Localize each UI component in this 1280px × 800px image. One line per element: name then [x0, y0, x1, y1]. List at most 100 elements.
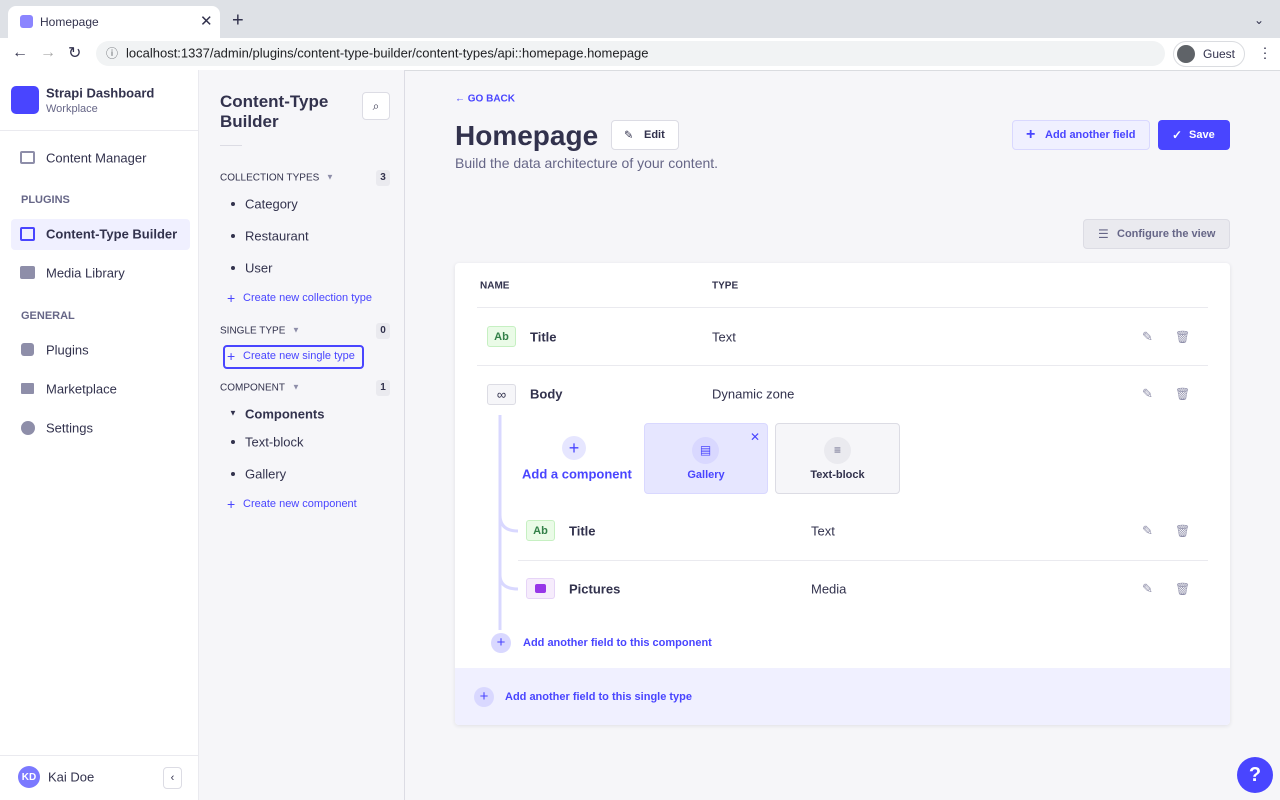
- delete-icon[interactable]: 🗑: [1175, 330, 1191, 344]
- create-link[interactable]: Create new single type: [243, 350, 355, 362]
- section-heading[interactable]: COMPONENT: [220, 382, 285, 394]
- divider: [477, 365, 1208, 366]
- workspace: Workplace: [46, 103, 98, 115]
- caret: ▼: [229, 408, 237, 418]
- button-label: Save: [1189, 129, 1215, 141]
- add-component-icon[interactable]: +: [562, 436, 586, 460]
- component-group[interactable]: Components: [245, 406, 325, 422]
- create-link[interactable]: Create new component: [243, 498, 357, 510]
- remove-icon[interactable]: ✕: [750, 430, 761, 444]
- edit-icon[interactable]: ✎: [1142, 329, 1153, 344]
- nav-link[interactable]: Settings: [46, 420, 93, 436]
- logo: [11, 86, 39, 114]
- back-link[interactable]: ← GO BACK: [455, 93, 516, 105]
- field-name: Title: [530, 329, 557, 345]
- plus-icon: +: [227, 496, 236, 512]
- address-bar[interactable]: ⓘ localhost:1337/admin/plugins/content-t…: [96, 41, 1165, 66]
- button-label: Configure the view: [1117, 228, 1216, 240]
- section-heading[interactable]: SINGLE TYPE: [220, 325, 286, 337]
- divider: [0, 130, 198, 131]
- fields-table: [455, 263, 1230, 725]
- field-name: Pictures: [569, 581, 621, 597]
- add-component-field[interactable]: Add another field to this component: [523, 637, 712, 649]
- save-button[interactable]: ✓ Save: [1158, 120, 1230, 150]
- tab-menu[interactable]: ⌄: [1254, 13, 1265, 27]
- section-heading[interactable]: COLLECTION TYPES: [220, 172, 320, 184]
- back[interactable]: ←: [12, 44, 28, 61]
- count: 1: [376, 380, 390, 396]
- component-card[interactable]: ▤ Gallery ✕: [644, 423, 768, 494]
- edit-icon[interactable]: ✎: [1142, 386, 1153, 401]
- add-component[interactable]: Add a component: [522, 466, 632, 482]
- tab[interactable]: Homepage ✕: [8, 6, 220, 38]
- icon: [21, 343, 34, 356]
- delete-icon[interactable]: 🗑: [1175, 582, 1191, 596]
- divider: [518, 560, 1208, 561]
- configure-button[interactable]: ☰ Configure the view: [1083, 219, 1230, 249]
- component[interactable]: Gallery: [245, 466, 287, 482]
- icon: [20, 151, 35, 164]
- field-name: Title: [569, 523, 596, 539]
- active-item[interactable]: [11, 219, 190, 250]
- divider: [220, 145, 242, 146]
- panel-title: Content-Type Builder: [220, 92, 329, 131]
- component[interactable]: Text-block: [245, 434, 304, 450]
- reload[interactable]: ↻: [68, 45, 82, 62]
- plus-icon: +: [227, 348, 236, 364]
- collapse-button[interactable]: ‹: [163, 767, 182, 789]
- create-link[interactable]: Create new collection type: [243, 292, 373, 304]
- focus-ring: [223, 345, 364, 369]
- delete-icon[interactable]: 🗑: [1175, 524, 1191, 538]
- caret: ▼: [326, 172, 334, 182]
- field-badge: Ab: [487, 326, 516, 347]
- plus-icon[interactable]: +: [491, 633, 511, 653]
- field-name: Body: [530, 386, 563, 402]
- edit-button[interactable]: ✎ Edit: [611, 120, 679, 150]
- icon: [21, 383, 34, 394]
- page-title: Homepage: [455, 120, 599, 151]
- menu[interactable]: ⋮: [1258, 44, 1272, 61]
- icon: [21, 421, 35, 435]
- bullet: [231, 440, 235, 444]
- forward[interactable]: →: [40, 44, 56, 61]
- content-type[interactable]: Category: [245, 196, 298, 212]
- favicon: [20, 15, 33, 28]
- user-avatar: KD: [18, 766, 40, 788]
- search-button[interactable]: ⌕: [362, 92, 390, 120]
- content-type[interactable]: Restaurant: [245, 228, 309, 244]
- help-button[interactable]: ?: [1237, 757, 1273, 793]
- section-heading: PLUGINS: [21, 194, 70, 206]
- nav-link[interactable]: Plugins: [46, 342, 89, 358]
- nav-link[interactable]: Media Library: [46, 265, 125, 281]
- nav-link[interactable]: Marketplace: [46, 381, 117, 397]
- close-tab[interactable]: ✕: [200, 13, 213, 30]
- field-type: Media: [811, 581, 847, 597]
- component-name: Text-block: [810, 469, 865, 481]
- content-type[interactable]: User: [245, 260, 273, 276]
- column-header: NAME: [480, 280, 510, 292]
- bullet: [231, 234, 235, 238]
- new-tab[interactable]: +: [232, 9, 244, 32]
- component-card[interactable]: ≡ Text-block: [775, 423, 900, 494]
- profile[interactable]: Guest: [1173, 41, 1245, 67]
- nav-link[interactable]: Content-Type Builder: [46, 226, 178, 242]
- delete-icon[interactable]: 🗑: [1175, 387, 1191, 401]
- edit-icon[interactable]: ✎: [1142, 581, 1153, 596]
- component-icon: ▤: [692, 437, 719, 464]
- user-name[interactable]: Kai Doe: [48, 769, 95, 785]
- edit-icon[interactable]: ✎: [1142, 523, 1153, 538]
- icon: [20, 227, 35, 241]
- bullet: [231, 202, 235, 206]
- field-type: Text: [811, 523, 835, 539]
- section-heading: GENERAL: [21, 310, 75, 322]
- add-field-button[interactable]: + Add another field: [1012, 120, 1150, 150]
- field-type: Text: [712, 329, 736, 345]
- plus-icon: +: [227, 290, 236, 306]
- bullet: [231, 472, 235, 476]
- nav-link[interactable]: Content Manager: [46, 150, 147, 166]
- add-single-type-field: Add another field to this single type: [505, 691, 693, 703]
- field-type: Dynamic zone: [712, 386, 795, 402]
- add-field-footer[interactable]: + Add another field to this single type: [455, 668, 1230, 725]
